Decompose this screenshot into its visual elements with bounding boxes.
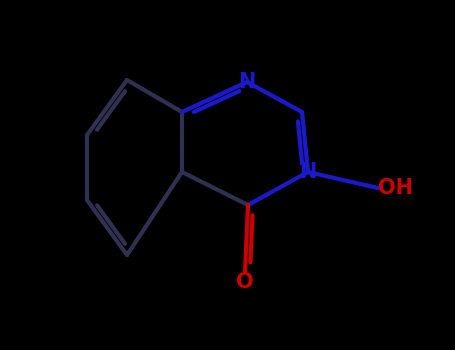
Text: O: O	[236, 272, 254, 292]
Text: N: N	[299, 162, 317, 182]
Text: N: N	[238, 72, 256, 92]
Text: OH: OH	[378, 178, 413, 198]
